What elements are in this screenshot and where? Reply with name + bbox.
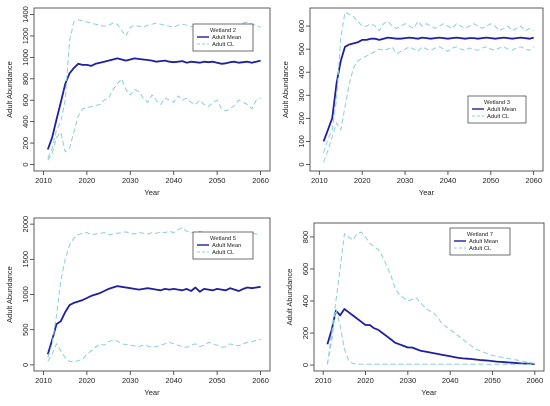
chart-panel-2: 2010 2020 2030 2040 2050 2060 0 100 200 300 400 500… — [281, 7, 544, 197]
x-tick-label: 2060 — [252, 176, 269, 185]
chart-panel-4: 2010 2020 2030 2040 2050 2060 0 200 400 600 800 Yea… — [285, 222, 545, 397]
x-tick-label: 2030 — [122, 176, 139, 185]
y-tick-label: 200 — [21, 137, 30, 150]
y-tick-label: 200 — [297, 112, 306, 125]
y-tick-label: 0 — [21, 162, 30, 166]
y-tick-label: 100 — [297, 135, 306, 148]
y-tick-label: 500 — [297, 43, 306, 56]
legend-title: Wetland 5 — [210, 236, 236, 242]
y-tick-label: 200 — [301, 327, 310, 340]
series-line-cl-upper — [47, 19, 261, 159]
x-tick-label: 2050 — [209, 176, 226, 185]
x-tick-label: 2020 — [79, 376, 96, 385]
x-axis-title: Year — [144, 388, 160, 397]
y-axis-title: Adult Abundance — [281, 61, 290, 118]
series-line-mean — [326, 308, 535, 365]
legend-label: Adult Mean — [487, 107, 516, 113]
x-axis-title: Year — [421, 388, 437, 397]
series-line-cl-lower — [323, 46, 535, 163]
legend-label: Adult CL — [212, 42, 235, 48]
x-tick-label: 2040 — [440, 176, 457, 185]
x-axis-title: Year — [419, 188, 435, 197]
series-line-cl-upper — [323, 11, 534, 154]
x-tick-label: 2040 — [442, 376, 459, 385]
x-tick-label: 2010 — [315, 376, 332, 385]
y-tick-label: 0 — [297, 162, 306, 166]
y-tick-label: 0 — [301, 363, 310, 367]
y-tick-label: 500 — [21, 323, 30, 336]
y-axis-title: Adult Abundance — [5, 61, 14, 118]
x-tick-label: 2020 — [357, 376, 374, 385]
y-axis-title: Adult Abundance — [285, 269, 294, 326]
series-line-mean — [46, 57, 261, 150]
x-tick-label: 2010 — [35, 376, 52, 385]
x-tick-label: 2030 — [399, 376, 416, 385]
x-tick-label: 2010 — [311, 176, 328, 185]
y-tick-label: 1400 — [21, 6, 30, 23]
x-tick-label: 2040 — [165, 176, 182, 185]
y-tick-label: 1200 — [21, 28, 30, 45]
series-line-cl-lower — [47, 339, 261, 363]
x-tick-label: 2040 — [165, 376, 182, 385]
plot-frame — [309, 7, 544, 172]
y-axis-title: Adult Abundance — [5, 266, 14, 323]
series-line-mean — [46, 285, 261, 355]
legend-title: Wetland 2 — [210, 28, 236, 34]
y-tick-label: 600 — [301, 263, 310, 276]
y-tick-label: 800 — [21, 73, 30, 86]
x-tick-label: 2020 — [79, 176, 96, 185]
x-tick-label: 2060 — [525, 176, 542, 185]
x-tick-label: 2050 — [482, 176, 499, 185]
legend-label: Adult CL — [487, 114, 510, 120]
series-line-cl-lower — [47, 78, 261, 161]
y-tick-label: 400 — [21, 115, 30, 128]
legend-label: Adult CL — [212, 250, 235, 256]
y-tick-label: 300 — [297, 89, 306, 102]
y-tick-label: 2000 — [21, 216, 30, 233]
series-line-cl-lower — [326, 308, 535, 365]
x-tick-label: 2050 — [484, 376, 501, 385]
chart-panel-1: 2010 2020 2030 2040 2050 2060 0 200 400 600 800 100… — [5, 6, 271, 197]
series-line-mean — [322, 36, 534, 142]
y-tick-label: 800 — [301, 231, 310, 244]
x-tick-label: 2030 — [122, 376, 139, 385]
plot-frame — [313, 222, 545, 372]
y-tick-label: 600 — [297, 20, 306, 33]
legend-label: Adult Mean — [212, 35, 241, 41]
chart-panel-3: 2010 2020 2030 2040 2050 2060 0 500 1000 1500 2000… — [5, 216, 271, 397]
series-line-cl-upper — [326, 231, 535, 365]
legend-label: Adult Mean — [212, 243, 241, 249]
y-tick-label: 400 — [301, 295, 310, 308]
plot-frame — [33, 7, 271, 172]
y-tick-label: 400 — [297, 66, 306, 79]
legend-title: Wetland 3 — [484, 100, 510, 106]
y-tick-label: 0 — [21, 363, 30, 367]
y-tick-label: 1500 — [21, 251, 30, 268]
x-tick-label: 2060 — [252, 376, 269, 385]
legend-label: Adult CL — [469, 246, 492, 252]
x-tick-label: 2010 — [35, 176, 52, 185]
x-tick-label: 2020 — [354, 176, 371, 185]
x-tick-label: 2050 — [209, 376, 226, 385]
legend-title: Wetland 7 — [467, 232, 493, 238]
y-tick-label: 600 — [21, 94, 30, 107]
x-tick-label: 2030 — [397, 176, 414, 185]
x-axis-title: Year — [144, 188, 160, 197]
y-tick-label: 1000 — [21, 286, 30, 303]
y-tick-label: 1000 — [21, 49, 30, 66]
x-tick-label: 2060 — [526, 376, 543, 385]
legend-label: Adult Mean — [469, 239, 498, 245]
